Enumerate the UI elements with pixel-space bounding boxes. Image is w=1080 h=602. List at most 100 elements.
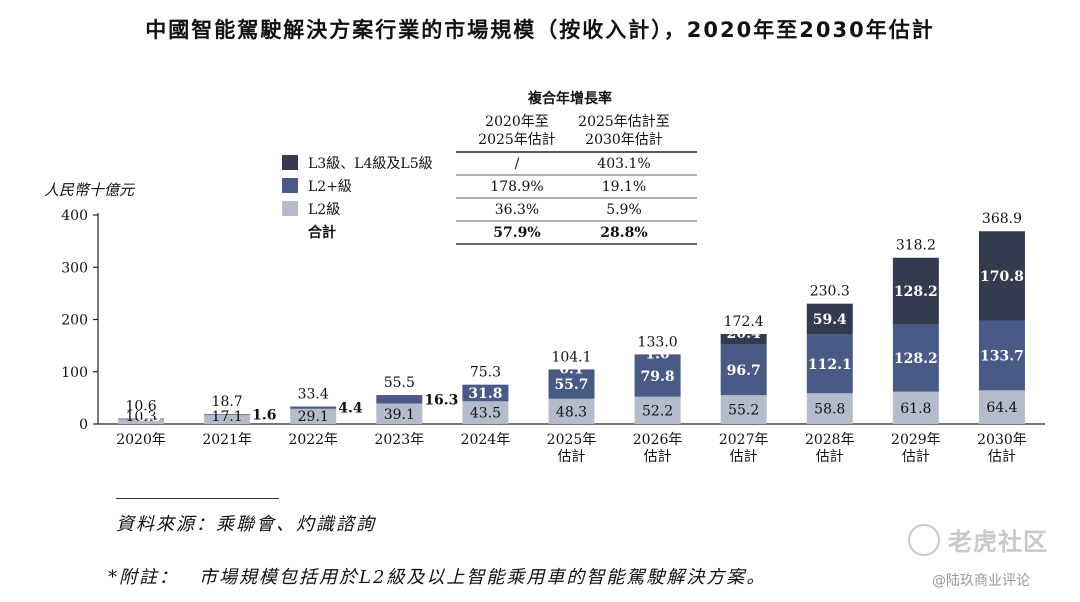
data-label: 48.3 [556,404,587,420]
chart-title: 中國智能駕駛解決方案行業的市場規模（按收入計），2020年至2030年估計 [145,18,935,42]
cagr-value: / [515,156,520,172]
bar-segment [892,391,939,424]
data-label: 29.1 [298,409,329,425]
cagr-column-header: 2020年至 [485,114,549,130]
total-label: 10.6 [125,398,156,414]
data-label: 0.3 [137,409,161,425]
y-tick-label: 400 [61,208,88,224]
legend-label: L2級 [308,202,340,218]
x-tick-label: 估計 [902,449,930,465]
source-note: 資料來源：乘聯會、灼識諮詢 [116,514,376,535]
bar-segment [118,418,165,424]
legend-label: L3級、L4級及L5級 [308,156,433,172]
watermark-brand-text: 老虎社区 [948,528,1048,556]
x-tick-label: 2021年 [202,432,252,448]
bar-segment [806,303,853,335]
data-label: 31.8 [468,386,502,402]
data-label: 128.2 [894,351,938,367]
data-label: 96.7 [727,363,761,379]
data-label: 112.1 [808,357,852,373]
legend-label: 合計 [308,224,336,241]
bar-segment [548,369,595,371]
source-divider [116,498,279,499]
bar-segment [634,354,681,356]
cagr-value: 57.9% [493,225,540,241]
bar-segment [290,406,337,409]
cagr-value: 28.8% [600,225,647,241]
cagr-column-header: 2025年估計至 [578,114,670,130]
data-label: 17.1 [212,409,243,425]
bar-segment [892,257,939,325]
x-tick-label: 2026年 [633,432,683,448]
footnote: *附註： 市場規模包括用於L2級及以上智能乘用車的智能駕駛解決方案。 [108,567,767,588]
x-tick-label: 2024年 [461,432,511,448]
data-label: 0.1 [559,362,583,378]
data-label: 1.6 [252,408,276,424]
x-tick-label: 估計 [988,449,1016,465]
total-label: 33.4 [298,386,329,402]
data-label: 43.5 [470,406,501,422]
cagr-value: 36.3% [495,202,539,218]
bar-segment [548,398,595,424]
bar-segment [892,324,939,392]
bar-segment [978,390,1025,424]
data-label: 133.7 [980,348,1024,364]
cagr-column-header: 2030年估計 [585,132,663,148]
x-tick-label: 2030年 [977,432,1027,448]
bar-segment [290,408,337,424]
cagr-value: 403.1% [597,156,650,172]
data-label: 79.8 [641,369,675,385]
data-label: 58.8 [814,402,845,418]
bar-segment [634,355,681,397]
bar-segment [376,403,423,424]
x-tick-label: 2023年 [374,432,424,448]
bar-segment [806,334,853,394]
y-tick-label: 200 [61,313,88,329]
watermark-handle: @陆玖商业评论 [932,573,1030,589]
data-label: 55.7 [554,377,588,393]
total-label: 75.3 [470,365,501,381]
legend-swatch [282,155,298,170]
x-tick-label: 估計 [644,449,672,465]
data-label: 16.3 [424,392,458,408]
bar-segment [462,384,509,402]
bar-segment [806,393,853,424]
x-tick-label: 2025年 [547,432,597,448]
total-label: 133.0 [638,335,678,351]
y-tick-label: 100 [61,365,88,381]
legend-swatch [282,178,298,193]
total-label: 104.1 [551,350,591,366]
data-label: 10.3 [125,409,156,425]
bar-segment [376,395,423,404]
data-label: 1.0 [645,347,670,363]
total-label: 55.5 [384,375,415,391]
data-label: 52.2 [642,403,673,419]
bar-segment [204,415,251,424]
cagr-table-title: 複合年增長率 [527,90,612,107]
data-label: 128.2 [894,284,938,300]
data-label: 61.8 [900,401,931,417]
watermark-logo-icon [908,524,940,556]
x-tick-label: 2022年 [288,432,338,448]
bar-segment [548,369,595,399]
total-label: 18.7 [212,394,243,410]
x-tick-label: 2020年 [116,432,166,448]
x-tick-label: 2027年 [719,432,769,448]
y-tick-label: 300 [61,260,88,276]
y-tick-label: 0 [79,417,88,433]
cagr-value: 178.9% [490,179,543,195]
watermark-brand: 老虎社区 [908,522,1048,557]
x-tick-label: 2029年 [891,432,941,448]
bar-segment [204,414,251,416]
legend-swatch [282,201,298,216]
bar-segment [978,231,1025,321]
x-tick-label: 估計 [730,449,758,465]
x-tick-label: 2028年 [805,432,855,448]
x-tick-label: 估計 [558,449,586,465]
data-label: 59.4 [813,312,847,328]
y-axis-title: 人民幣十億元 [44,181,135,199]
data-label: 55.2 [728,403,759,419]
bar-segment [634,396,681,424]
data-label: 39.1 [384,407,415,423]
total-label: 318.2 [896,238,936,254]
